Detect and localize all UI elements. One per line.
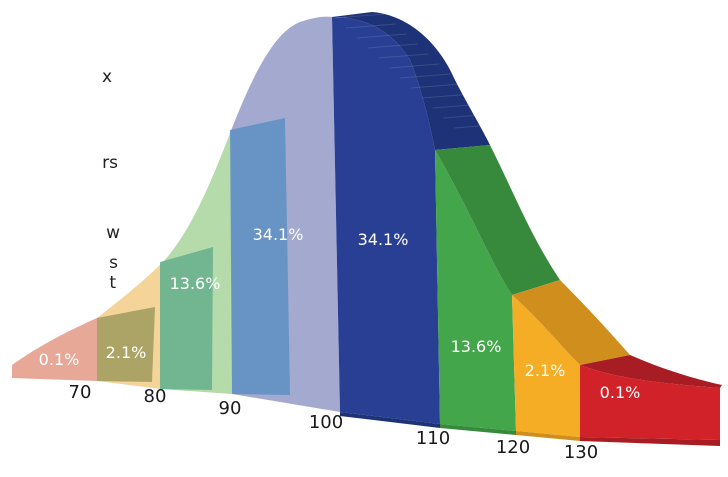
side-rib — [399, 73, 451, 79]
cropped-text-fragment-1: x — [102, 67, 112, 87]
overlay-panel-3 — [230, 118, 290, 395]
cropped-text-fragment-5: t — [109, 273, 116, 293]
side-rib — [410, 83, 461, 89]
overlay-panels — [97, 118, 290, 395]
segment-label-2: 2.1% — [106, 343, 147, 362]
cropped-text-fragment-3: w — [106, 223, 120, 243]
segment-label-6: 13.6% — [451, 337, 502, 356]
segment-label-5: 34.1% — [358, 230, 409, 249]
side-rib — [356, 33, 407, 39]
x-tick-110: 110 — [416, 428, 450, 449]
x-tick-90: 90 — [219, 398, 242, 419]
curve-segment-7 — [512, 295, 580, 437]
cropped-text-fragment-2: rs — [102, 153, 118, 173]
side-rib — [432, 103, 483, 109]
x-tick-130: 130 — [564, 442, 598, 463]
segment-label-7: 2.1% — [525, 361, 566, 380]
curve-side-face-1 — [332, 12, 490, 150]
base-edge-1 — [340, 412, 440, 428]
side-rib — [367, 43, 418, 49]
side-rib — [421, 93, 472, 99]
overlay-panel-2 — [160, 247, 213, 390]
x-tick-120: 120 — [496, 437, 530, 458]
base-edge-3 — [516, 431, 580, 441]
segment-label-3: 13.6% — [170, 274, 221, 293]
curve-segment-5 — [332, 17, 440, 424]
side-rib — [378, 53, 429, 59]
x-tick-70: 70 — [69, 382, 92, 403]
side-rib — [389, 63, 440, 69]
segment-labels: 0.1% 2.1% 13.6% 34.1% 34.1% 13.6% 2.1% 0.1% — [39, 225, 641, 402]
x-tick-100: 100 — [309, 412, 343, 433]
base-edge-4 — [580, 437, 720, 446]
x-axis-ticks: 70 80 90 100 110 120 130 — [69, 382, 599, 463]
segment-label-4: 34.1% — [253, 225, 304, 244]
side-rib — [454, 123, 505, 129]
segment-label-8: 0.1% — [600, 383, 641, 402]
segment-label-1: 0.1% — [39, 350, 80, 369]
side-rib — [345, 23, 396, 29]
curve-side-face-3 — [512, 280, 630, 365]
side-rib — [443, 113, 494, 119]
curve-segment-1 — [12, 318, 97, 381]
curve-segment-6 — [435, 150, 516, 431]
cropped-text-fragment-4: s — [109, 253, 118, 273]
cropped-side-text: x rs wst — [102, 67, 120, 293]
curve-side-face-2 — [435, 145, 560, 295]
curve-segment-8 — [580, 365, 720, 440]
base-edge-2 — [440, 424, 516, 435]
x-tick-80: 80 — [144, 386, 167, 407]
curve-side-face-4 — [580, 355, 722, 388]
side-rib — [334, 13, 386, 19]
overlay-panel-1 — [97, 307, 155, 382]
